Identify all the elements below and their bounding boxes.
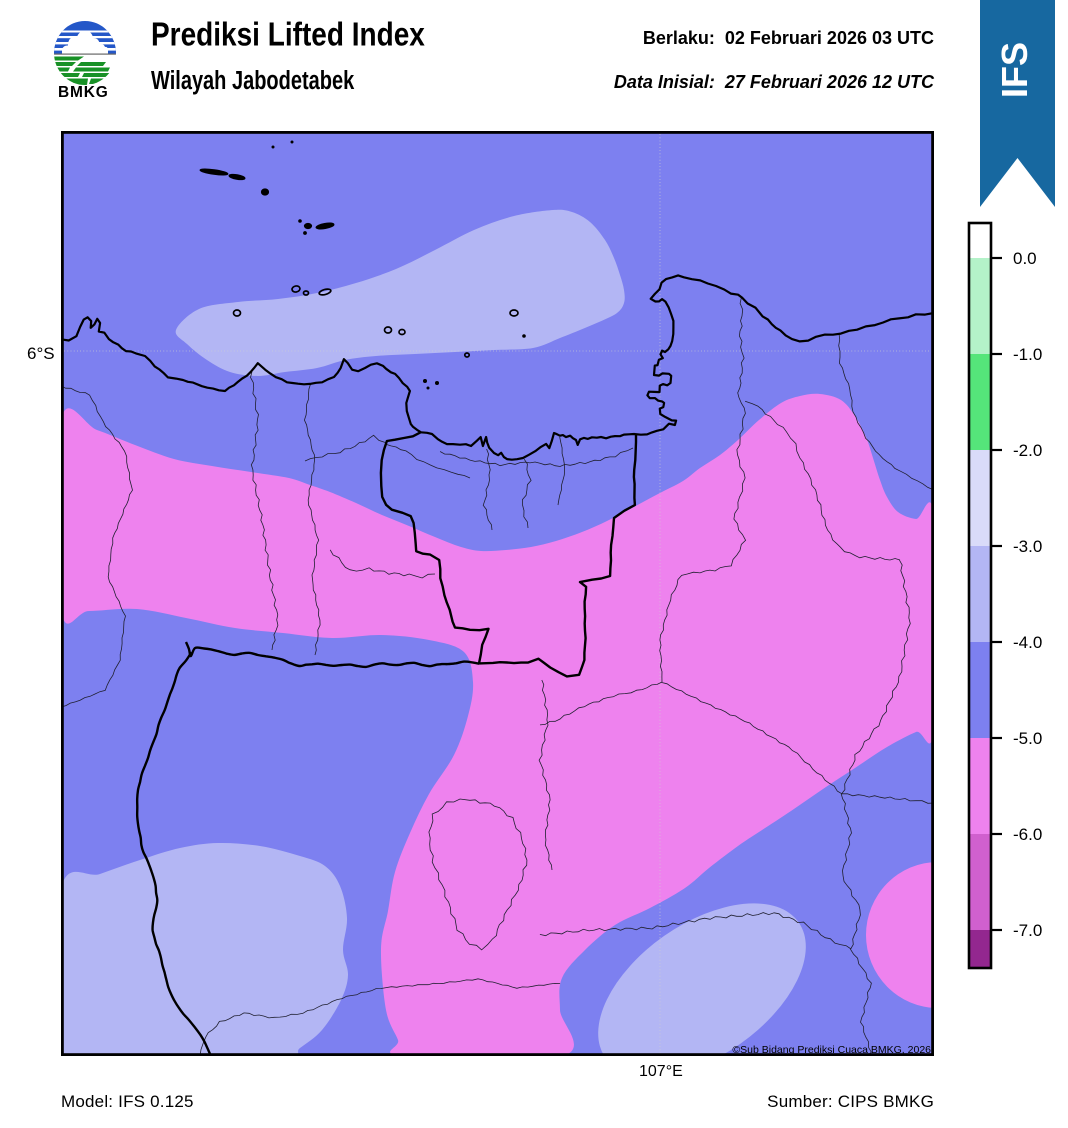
svg-text:-5.0: -5.0 — [1013, 729, 1042, 748]
svg-text:-2.0: -2.0 — [1013, 441, 1042, 460]
svg-text:-3.0: -3.0 — [1013, 537, 1042, 556]
svg-text:-4.0: -4.0 — [1013, 633, 1042, 652]
svg-text:0.0: 0.0 — [1013, 249, 1037, 268]
svg-text:-7.0: -7.0 — [1013, 921, 1042, 940]
svg-text:©Sub Bidang Prediksi Cuaca BMK: ©Sub Bidang Prediksi Cuaca BMKG, 2026 — [732, 1044, 931, 1056]
svg-text:IFS: IFS — [994, 42, 1035, 98]
svg-text:-1.0: -1.0 — [1013, 345, 1042, 364]
svg-text:-6.0: -6.0 — [1013, 825, 1042, 844]
